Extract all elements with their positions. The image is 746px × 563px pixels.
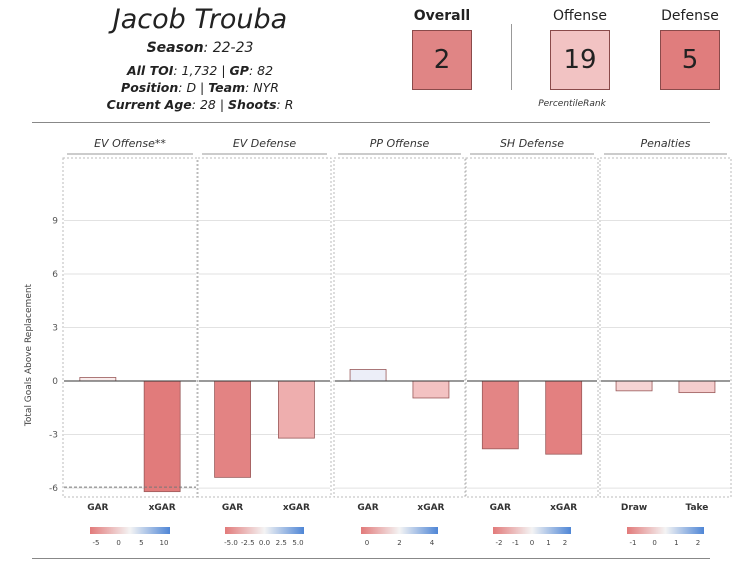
y-tick-label: 6: [52, 270, 58, 280]
shoots-label: Shoots: [228, 97, 277, 112]
legend-tick-label: 2: [563, 539, 567, 547]
x-tick-label: Take: [685, 503, 708, 513]
x-tick-label: Draw: [621, 503, 647, 513]
bar: [412, 380, 450, 399]
bar: [615, 380, 653, 392]
defense-label: Defense: [661, 8, 719, 24]
bar: [143, 380, 181, 493]
offense-rank-card: 19: [550, 30, 610, 90]
color-legend-bar: [361, 527, 438, 534]
x-tick-label: GAR: [357, 503, 378, 513]
panel-frame: [62, 157, 198, 498]
player-name: Jacob Trouba: [112, 4, 288, 35]
y-tick-label: -6: [49, 484, 58, 494]
position-label: Position: [121, 80, 179, 95]
legend-tick-label: 1: [546, 539, 550, 547]
header-divider: [511, 24, 512, 90]
gp-label: GP: [229, 63, 249, 78]
y-tick-label: 9: [52, 216, 58, 226]
toi-label: All TOI: [126, 63, 174, 78]
legend-tick-label: 4: [430, 539, 435, 547]
legend-tick-label: 2: [696, 539, 700, 547]
overall-rank-card: 2: [412, 30, 472, 90]
legend-tick-label: 5.0: [292, 539, 303, 547]
offense-label: Offense: [552, 8, 608, 24]
panel-frame: [465, 157, 599, 498]
toi-line: All TOI: 1,732 | GP: 82: [60, 63, 340, 78]
age-label: Current Age: [106, 97, 192, 112]
panel-frame: [333, 157, 466, 498]
legend-tick-label: 1: [674, 539, 678, 547]
season-value: : 22-23: [203, 40, 254, 56]
bar: [481, 380, 519, 450]
bar: [678, 380, 716, 394]
legend-tick-label: -1: [512, 539, 519, 547]
legend-tick-label: -1: [630, 539, 637, 547]
panel-title: Penalties: [640, 137, 690, 150]
bar: [349, 369, 387, 382]
footer-rule: [32, 558, 710, 559]
shoots-value: : R: [276, 97, 294, 112]
legend-tick-label: 0: [530, 539, 534, 547]
defense-rank-card: 5: [660, 30, 720, 90]
legend-tick-label: -5: [93, 539, 100, 547]
y-tick-label: -3: [49, 431, 58, 441]
overall-label: Overall: [413, 8, 471, 24]
season-label: Season: [146, 40, 204, 56]
legend-tick-label: 5: [139, 539, 143, 547]
panel-frame: [599, 157, 732, 498]
color-legend-bar: [225, 527, 304, 534]
y-axis-label: Total Goals Above Replacement: [24, 283, 34, 427]
x-tick-label: xGAR: [550, 503, 577, 513]
legend-tick-label: -5.0: [224, 539, 238, 547]
legend-tick-label: 0.0: [259, 539, 270, 547]
color-legend-bar: [90, 527, 170, 534]
panel-title: EV Defense: [233, 137, 297, 150]
legend-tick-label: 0: [116, 539, 120, 547]
gp-value: : 82: [248, 63, 274, 78]
bar: [545, 380, 583, 455]
team-label: Team: [208, 80, 246, 95]
position-value: : D |: [178, 80, 209, 95]
age-value: : 28 |: [191, 97, 229, 112]
x-tick-label: xGAR: [283, 503, 310, 513]
bar: [278, 380, 315, 439]
legend-tick-label: -2.5: [241, 539, 255, 547]
x-tick-label: xGAR: [149, 503, 176, 513]
panel-title: EV Offense**: [94, 137, 166, 150]
percentile-rank-label: PercentileRank: [538, 99, 606, 109]
legend-tick-label: 0: [365, 539, 369, 547]
legend-tick-label: 2: [397, 539, 401, 547]
bar: [79, 377, 117, 382]
color-legend-bar: [493, 527, 571, 534]
panel-title: SH Defense: [500, 137, 564, 150]
legend-tick-label: 2.5: [276, 539, 287, 547]
x-tick-label: GAR: [87, 503, 108, 513]
y-tick-label: 0: [52, 377, 58, 387]
legend-tick-label: 10: [160, 539, 169, 547]
x-tick-label: xGAR: [417, 503, 444, 513]
age-line: Current Age: 28 | Shoots: R: [60, 97, 340, 112]
x-tick-label: GAR: [490, 503, 511, 513]
toi-value: : 1,732 |: [173, 63, 230, 78]
legend-tick-label: -2: [496, 539, 503, 547]
team-value: : NYR: [245, 80, 279, 95]
season-line: Season: 22-23: [60, 40, 340, 56]
header-rule: [32, 122, 710, 123]
panel-title: PP Offense: [370, 137, 430, 150]
position-line: Position: D | Team: NYR: [60, 80, 340, 95]
bar: [214, 380, 251, 478]
legend-tick-label: 0: [652, 539, 656, 547]
color-legend-bar: [627, 527, 704, 534]
x-tick-label: GAR: [222, 503, 243, 513]
y-tick-label: 3: [52, 324, 58, 334]
